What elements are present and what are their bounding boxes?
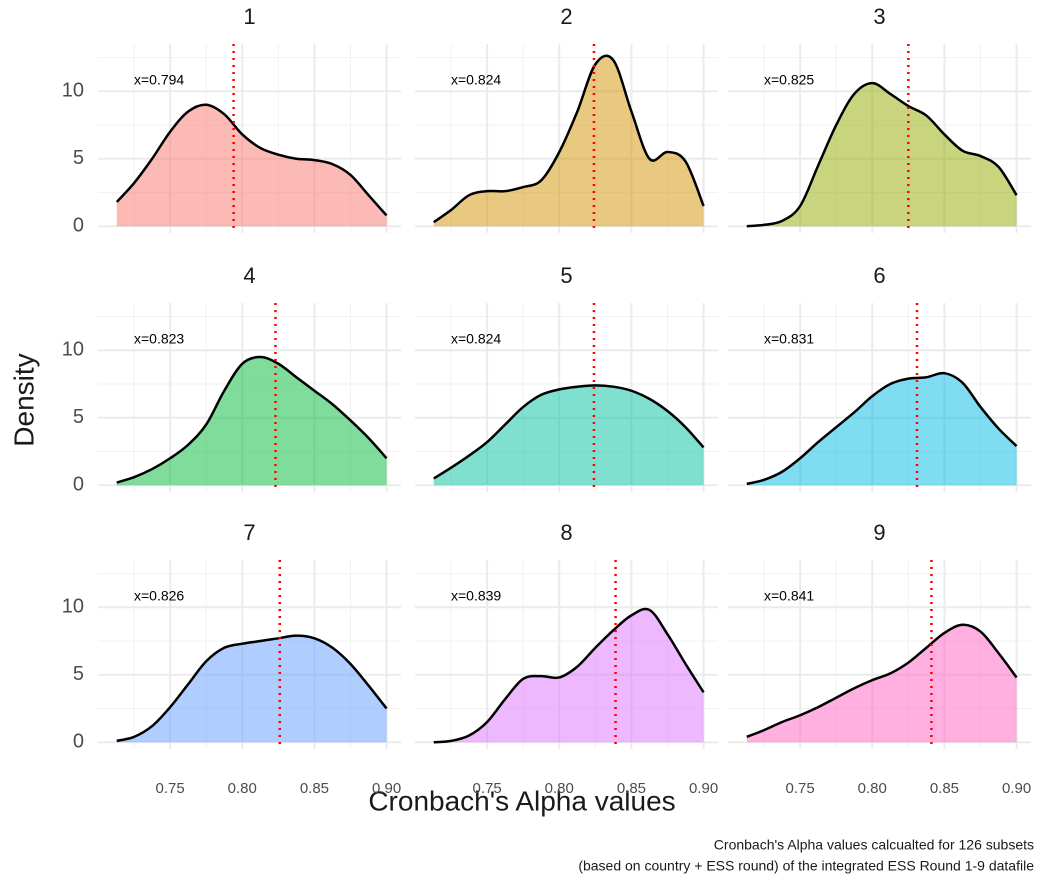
annotation: x=0.823 <box>134 331 184 347</box>
y-tick-label: 5 <box>73 406 84 428</box>
x-tick-label: 0.75 <box>156 780 185 797</box>
y-tick-label: 0 <box>73 474 84 496</box>
x-tick-label: 0.75 <box>473 780 502 797</box>
density-area <box>433 608 704 743</box>
panel <box>415 44 718 233</box>
panel-title: 6 <box>873 263 885 288</box>
density-area <box>746 83 1017 227</box>
panel-title: 8 <box>560 520 572 545</box>
x-tick-label: 0.90 <box>1002 780 1031 797</box>
density-area <box>116 104 387 227</box>
density-line <box>116 355 388 484</box>
y-tick-label: 10 <box>62 596 84 618</box>
panel-title: 2 <box>560 4 572 29</box>
annotation: x=0.825 <box>764 72 814 88</box>
panel-title: 4 <box>243 263 255 288</box>
annotation: x=0.839 <box>451 588 501 604</box>
panel <box>728 44 1031 233</box>
density-area <box>433 55 704 227</box>
panel <box>98 560 401 749</box>
density-area <box>746 373 1017 486</box>
density-area <box>116 357 387 486</box>
panel-title: 9 <box>873 520 885 545</box>
density-line <box>433 54 705 224</box>
y-tick-label: 10 <box>62 80 84 102</box>
panel <box>98 303 401 492</box>
annotation: x=0.794 <box>134 72 184 88</box>
panel-title: 1 <box>243 4 255 29</box>
x-tick-label: 0.90 <box>372 780 401 797</box>
annotation: x=0.831 <box>764 331 814 347</box>
panel-title: 7 <box>243 520 255 545</box>
panel <box>415 303 718 492</box>
density-line <box>746 623 1018 739</box>
annotation: x=0.824 <box>451 72 501 88</box>
density-area <box>433 385 704 486</box>
density-line <box>746 81 1018 228</box>
x-tick-label: 0.80 <box>545 780 574 797</box>
x-tick-label: 0.85 <box>300 780 329 797</box>
panel <box>415 560 718 749</box>
panel <box>98 44 401 233</box>
caption: (based on country + ESS round) of the in… <box>578 858 1034 874</box>
y-tick-label: 5 <box>73 147 84 169</box>
y-tick-label: 10 <box>62 339 84 361</box>
panel-title: 5 <box>560 263 572 288</box>
x-axis-label: Cronbach's Alpha values <box>368 785 675 816</box>
density-line <box>433 384 705 480</box>
density-line <box>433 607 705 744</box>
panel <box>728 560 1031 749</box>
annotation: x=0.841 <box>764 588 814 604</box>
x-tick-label: 0.80 <box>228 780 257 797</box>
y-axis-label: Density <box>8 353 39 446</box>
density-line <box>116 634 388 743</box>
annotation: x=0.826 <box>134 588 184 604</box>
y-tick-label: 0 <box>73 215 84 237</box>
x-tick-label: 0.85 <box>930 780 959 797</box>
x-tick-label: 0.90 <box>689 780 718 797</box>
density-line <box>746 371 1018 486</box>
y-tick-label: 5 <box>73 663 84 685</box>
panel-title: 3 <box>873 4 885 29</box>
annotation: x=0.824 <box>451 331 501 347</box>
density-area <box>116 635 387 743</box>
x-tick-label: 0.75 <box>786 780 815 797</box>
caption: Cronbach's Alpha values calcualted for 1… <box>714 837 1034 853</box>
density-area <box>746 624 1017 743</box>
panel <box>728 303 1031 492</box>
density-line <box>115 103 388 217</box>
y-tick-label: 0 <box>73 731 84 753</box>
x-tick-label: 0.80 <box>858 780 887 797</box>
x-tick-label: 0.85 <box>617 780 646 797</box>
